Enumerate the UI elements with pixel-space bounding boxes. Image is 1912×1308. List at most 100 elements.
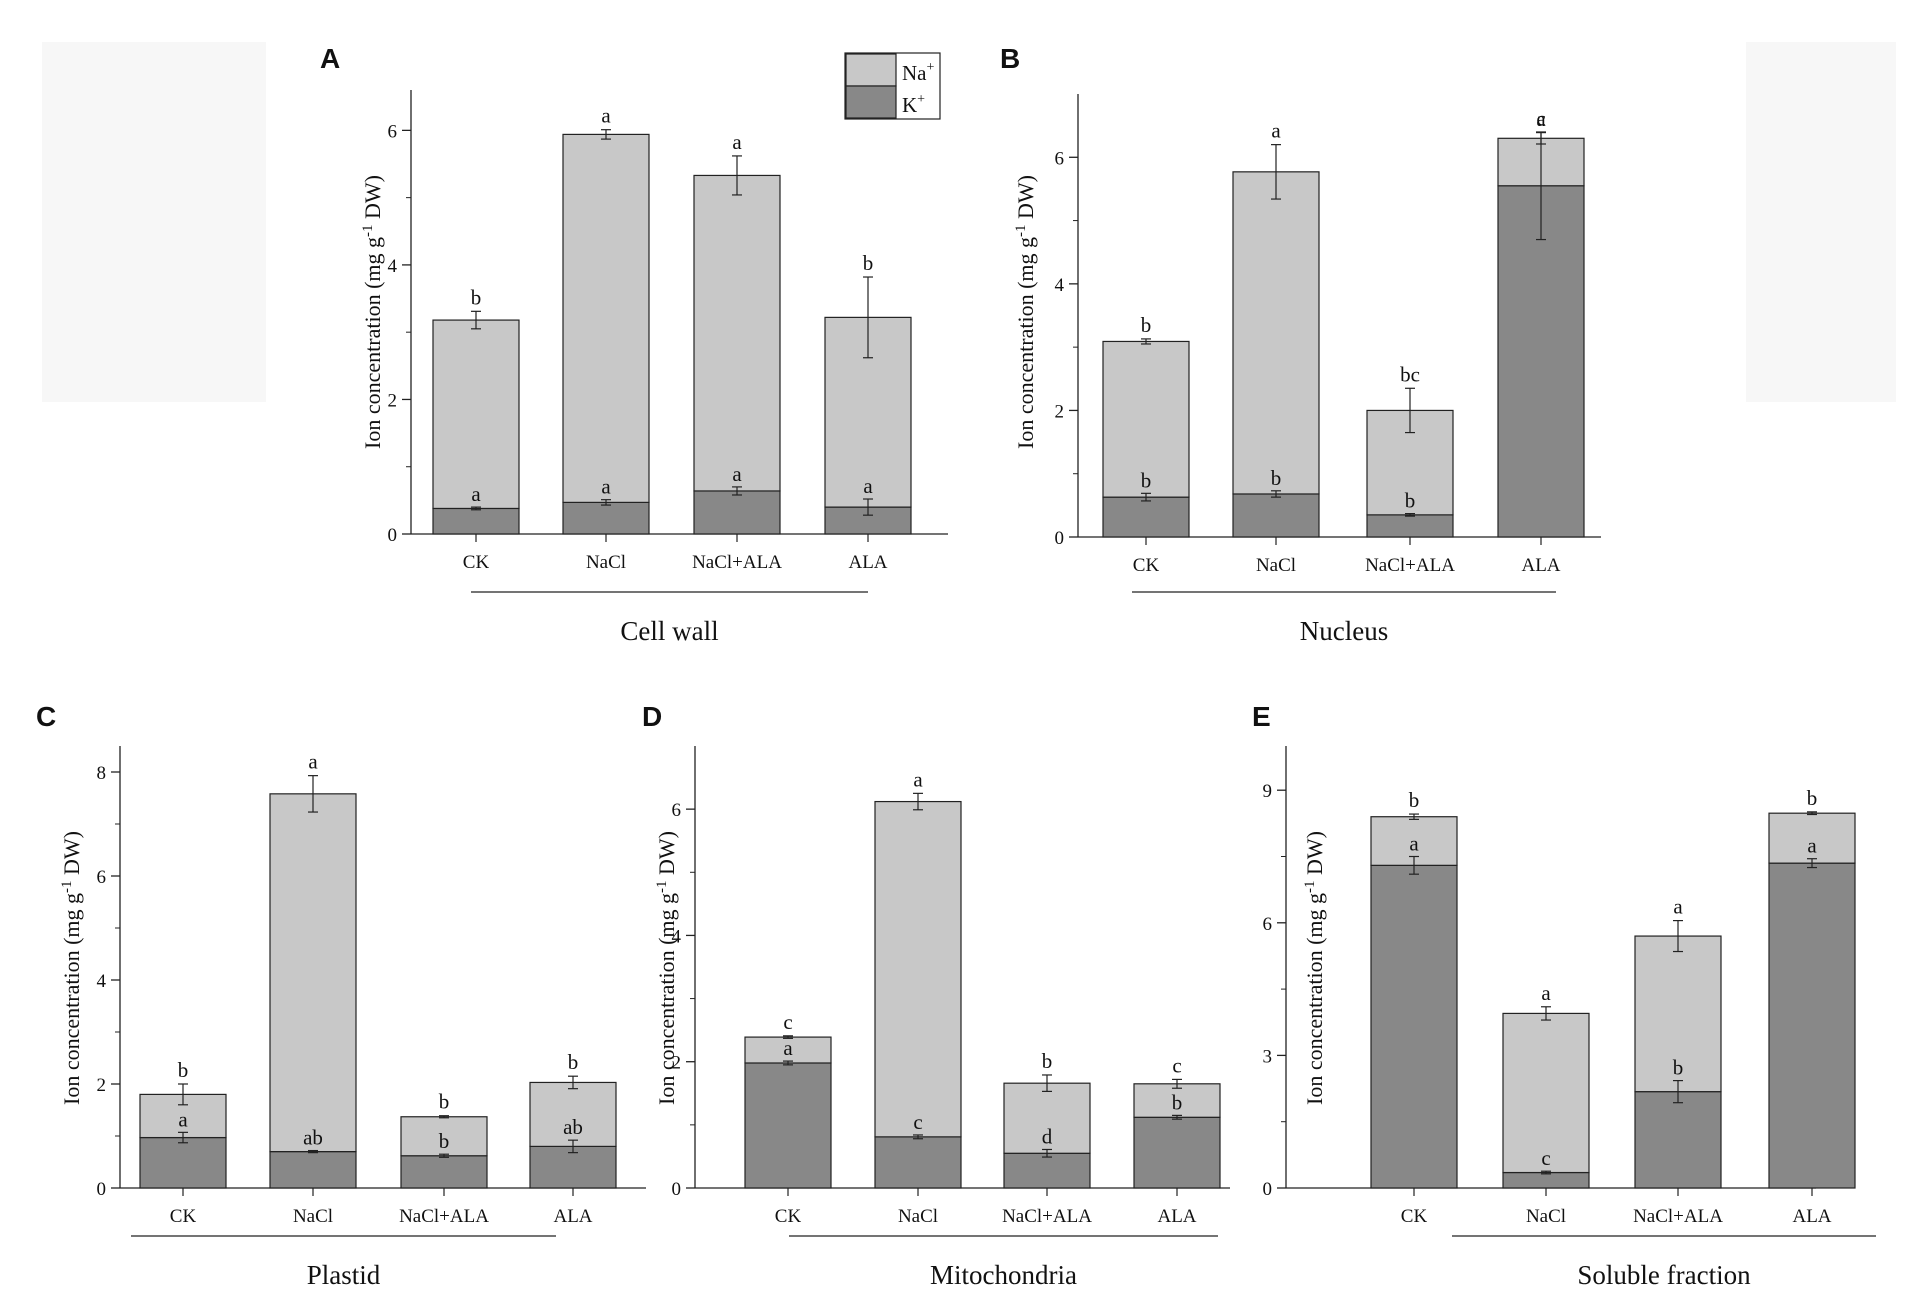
bar-k-c-1 <box>269 1150 357 1189</box>
bar-k-d-0 <box>744 1062 832 1189</box>
y-tick-label-e: 9 <box>1263 781 1273 802</box>
category-label-e-3: ALA <box>1792 1206 1831 1227</box>
sig-letter-k-e-3: a <box>1807 834 1817 858</box>
bar-k-e-0 <box>1370 864 1458 1189</box>
y-tick-label-c: 2 <box>97 1075 107 1096</box>
y-axis-label-a: Ion concentration (mg g-1 DW) <box>360 175 385 449</box>
bar-na-a-1 <box>562 133 650 503</box>
legend: Na+ K+ <box>844 52 941 120</box>
category-label-b-3: ALA <box>1521 555 1560 576</box>
sig-letter-k-a-2: a <box>732 462 742 486</box>
sig-letter-na-c-3: b <box>568 1050 579 1074</box>
sig-letter-k-d-0: a <box>783 1036 793 1060</box>
y-axis-label-c: Ion concentration (mg g-1 DW) <box>59 831 84 1105</box>
bar-k-e-2 <box>1634 1091 1722 1189</box>
y-tick-label-a: 4 <box>388 256 398 277</box>
bar-na-e-3 <box>1768 812 1856 864</box>
sig-letter-na-b-2: bc <box>1400 362 1420 386</box>
category-label-d-2: NaCl+ALA <box>1002 1206 1092 1227</box>
sig-letter-na-c-1: a <box>308 750 318 774</box>
y-tick-label-b: 2 <box>1055 401 1065 422</box>
category-label-a-0: CK <box>463 552 490 573</box>
y-tick-label-a: 0 <box>388 525 398 546</box>
y-tick-label-c: 8 <box>97 763 107 784</box>
category-label-e-1: NaCl <box>1526 1206 1566 1227</box>
y-tick-label-c: 4 <box>97 971 107 992</box>
bar-k-c-2 <box>400 1155 488 1189</box>
bar-k-d-1 <box>874 1136 962 1189</box>
bar-na-b-1 <box>1232 171 1320 495</box>
bar-na-d-1 <box>874 800 962 1138</box>
sig-letter-na-d-2: b <box>1042 1049 1053 1073</box>
bar-na-c-1 <box>269 793 357 1153</box>
sig-letter-na-b-0: b <box>1141 313 1152 337</box>
panel-letter-b: B <box>1000 43 1020 74</box>
sig-letter-k-a-3: a <box>863 474 873 498</box>
bar-k-a-2 <box>693 490 781 535</box>
sig-letter-k-a-1: a <box>601 475 611 499</box>
sig-letter-na-d-3: c <box>1172 1053 1181 1077</box>
group-label-c: Plastid <box>307 1260 381 1290</box>
panel-letter-c: C <box>36 701 56 732</box>
y-tick-label-d: 6 <box>672 800 682 821</box>
bar-k-e-3 <box>1768 862 1856 1189</box>
y-axis-label-e: Ion concentration (mg g-1 DW) <box>1302 831 1327 1105</box>
sig-letter-k-c-2: b <box>439 1129 450 1153</box>
group-label-a: Cell wall <box>620 616 718 646</box>
sig-letter-na-a-0: b <box>471 285 482 309</box>
bar-k-c-0 <box>139 1136 227 1189</box>
legend-k-label: K+ <box>902 92 925 117</box>
sig-letter-na-a-3: b <box>863 251 874 275</box>
panel-a: A Ion concentration (mg g-1 DW) 0 2 4 6 a b CK a a… <box>320 43 948 646</box>
panel-b: B Ion concentration (mg g-1 DW) 0 2 4 6 b b CK b a… <box>1000 43 1601 646</box>
sig-letter-k-d-1: c <box>913 1110 922 1134</box>
bar-k-b-2 <box>1366 514 1454 538</box>
bar-k-a-1 <box>562 501 650 535</box>
sig-letter-na-a-1: a <box>601 104 611 128</box>
sig-letter-na-e-0: b <box>1409 788 1420 812</box>
sig-letter-na-a-2: a <box>732 130 742 154</box>
sig-letter-k-a-0: a <box>471 482 481 506</box>
category-label-d-1: NaCl <box>898 1206 938 1227</box>
sig-letter-na-b-1: a <box>1271 119 1281 143</box>
y-tick-label-c: 0 <box>97 1179 107 1200</box>
y-axis-label-b: Ion concentration (mg g-1 DW) <box>1013 175 1038 449</box>
sig-letter-k-c-3: ab <box>563 1115 583 1139</box>
sig-letter-k-e-1: c <box>1541 1146 1550 1170</box>
legend-k-swatch <box>845 85 897 119</box>
category-label-a-1: NaCl <box>586 552 626 573</box>
sig-letter-k-b-1: b <box>1271 466 1282 490</box>
sig-letter-k-e-2: b <box>1673 1056 1684 1080</box>
y-tick-label-b: 6 <box>1055 148 1065 169</box>
bar-na-e-1 <box>1502 1012 1590 1174</box>
category-label-b-2: NaCl+ALA <box>1365 555 1455 576</box>
sig-letter-na-e-2: a <box>1673 895 1683 919</box>
bar-k-e-1 <box>1502 1171 1590 1189</box>
category-label-c-3: ALA <box>553 1206 592 1227</box>
category-label-b-1: NaCl <box>1256 555 1296 576</box>
sig-letter-na-d-1: a <box>913 767 923 791</box>
sig-letter-na-d-0: c <box>783 1010 792 1034</box>
y-tick-label-d: 4 <box>672 926 682 947</box>
category-label-c-0: CK <box>170 1206 197 1227</box>
sig-letter-k-c-1: ab <box>303 1126 323 1150</box>
bar-na-a-2 <box>693 174 781 492</box>
category-label-e-0: CK <box>1401 1206 1428 1227</box>
y-tick-label-d: 2 <box>672 1053 682 1074</box>
bar-na-a-0 <box>432 319 520 510</box>
group-label-d: Mitochondria <box>930 1260 1077 1290</box>
sig-letter-k-e-0: a <box>1409 832 1419 856</box>
category-label-a-3: ALA <box>848 552 887 573</box>
bar-na-c-3 <box>529 1081 617 1147</box>
left-background-box <box>42 42 266 402</box>
sig-letter-na-b-3: c <box>1536 107 1545 131</box>
bar-k-c-3 <box>529 1145 617 1189</box>
sig-letter-na-c-2: b <box>439 1090 450 1114</box>
bar-k-a-0 <box>432 507 520 535</box>
sig-letter-k-b-3: a <box>1536 107 1546 131</box>
bar-k-d-3 <box>1133 1116 1221 1189</box>
panel-letter-d: D <box>642 701 662 732</box>
y-tick-label-e: 3 <box>1263 1046 1273 1067</box>
